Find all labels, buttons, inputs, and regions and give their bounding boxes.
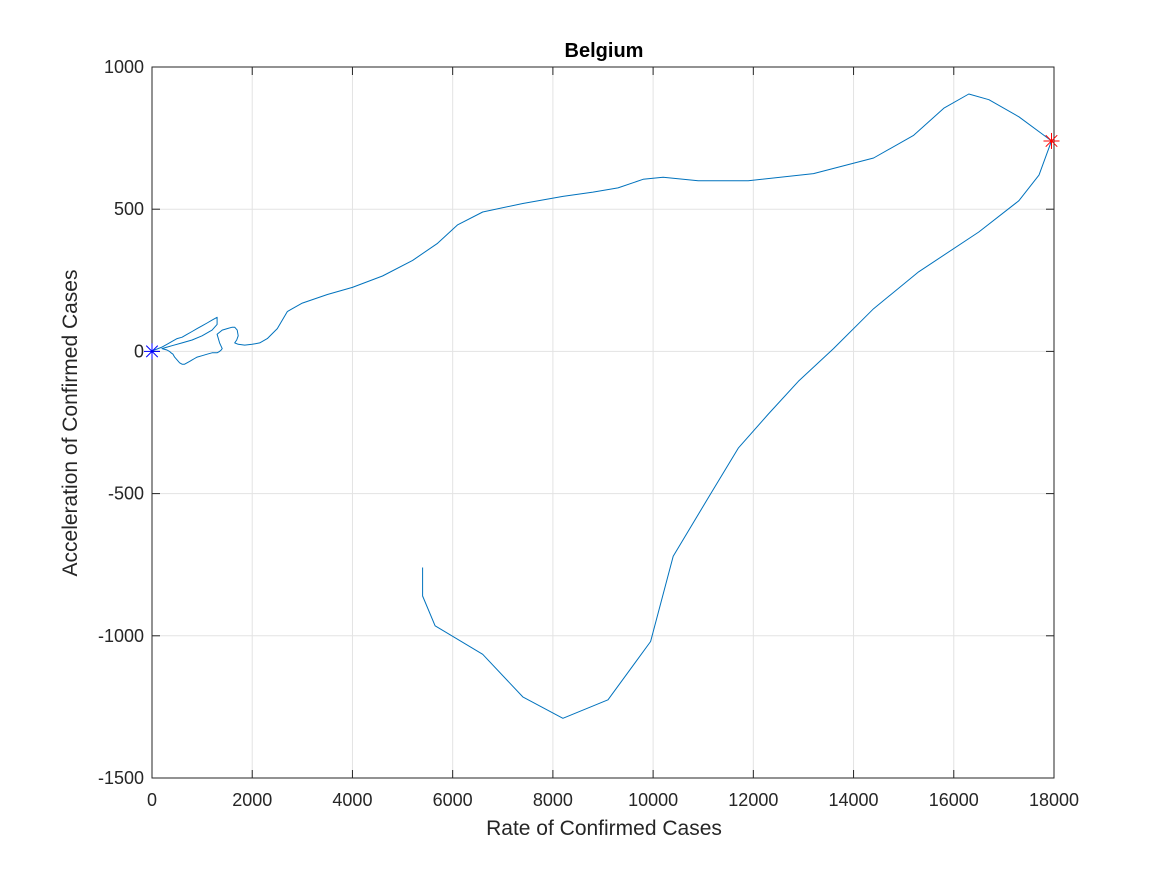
markers-group	[144, 132, 1060, 360]
y-tick-label: 0	[134, 341, 144, 361]
series-line-0	[151, 93, 1052, 719]
x-tick-label: 8000	[533, 790, 573, 810]
x-tick-label: 2000	[232, 790, 272, 810]
y-axis-label: Acceleration of Confirmed Cases	[59, 270, 82, 577]
y-tick-label: 1000	[104, 57, 144, 77]
x-tick-label: 4000	[332, 790, 372, 810]
x-axis-label: Rate of Confirmed Cases	[486, 817, 722, 840]
x-tick-label: 18000	[1029, 790, 1079, 810]
x-tick-label: 10000	[628, 790, 678, 810]
y-tick-label: -1000	[98, 626, 144, 646]
chart-title: Belgium	[565, 40, 644, 62]
x-tick-label: 12000	[728, 790, 778, 810]
y-tick-label: -1500	[98, 768, 144, 788]
x-tick-label: 14000	[829, 790, 879, 810]
y-tick-label: 500	[114, 199, 144, 219]
axis-ticks: 0 2000 4000 6000 8000 10000 12000 14000 16000 180…	[98, 57, 1079, 810]
y-tick-label: -500	[108, 484, 144, 504]
start-marker	[144, 343, 160, 360]
series-group	[151, 93, 1052, 719]
x-tick-label: 0	[147, 790, 157, 810]
x-tick-label: 16000	[929, 790, 979, 810]
x-tick-label: 6000	[433, 790, 473, 810]
plot-area-box	[151, 66, 1055, 779]
peak-marker	[1043, 132, 1060, 149]
